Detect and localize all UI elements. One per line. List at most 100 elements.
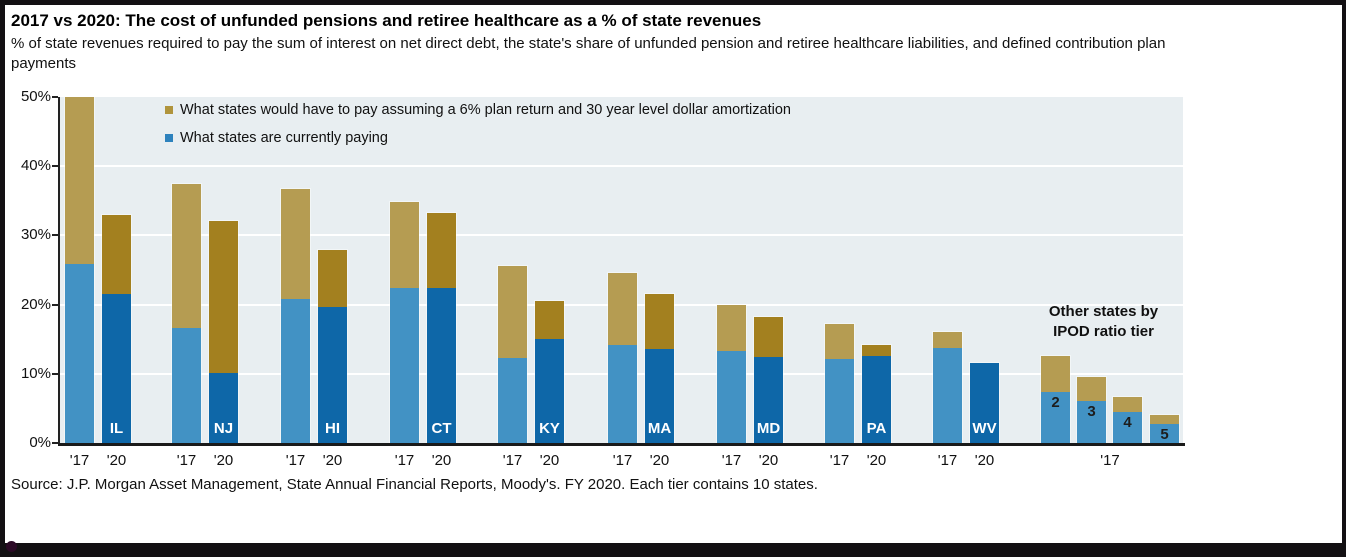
bar-MD-20-paying-segment — [754, 357, 783, 443]
bar-tier-5-paying-segment — [1150, 424, 1179, 443]
bar-IL-20-paying-segment — [102, 294, 131, 443]
bar-state-label: NJ — [213, 420, 234, 437]
bar-MA-20: MA — [645, 293, 674, 443]
x-tick-label: '20 — [322, 452, 343, 469]
bar-MD-17-paying-segment — [717, 350, 746, 443]
bar-tier-4: 4 — [1113, 397, 1142, 443]
y-tick-label: 10% — [20, 364, 51, 382]
x-tick-label: '17 — [394, 452, 415, 469]
x-tick-label: '17 — [176, 452, 197, 469]
bar-NJ-17 — [172, 183, 201, 443]
bar-HI-20: HI — [318, 249, 347, 443]
bar-state-label: HI — [325, 420, 340, 437]
bar-state-label: CT — [431, 420, 452, 437]
legend-label-assumed: What states would have to pay assuming a… — [180, 102, 791, 118]
bar-KY-20-paying-segment — [535, 338, 564, 443]
bar-tier-2-paying-segment — [1041, 391, 1070, 443]
bar-NJ-20-paying-segment — [209, 373, 238, 443]
gridline-40 — [60, 165, 1183, 168]
x-tick-label: '17 — [937, 452, 958, 469]
bar-HI-20-paying-segment — [318, 306, 347, 443]
x-tick-label: '17 — [829, 452, 850, 469]
x-axis-line — [58, 443, 1185, 446]
bar-CT-17 — [390, 202, 419, 443]
bar-MD-17 — [717, 304, 746, 443]
y-tickmark — [52, 234, 58, 237]
y-tick-label: 30% — [20, 226, 51, 244]
bar-WV-17-paying-segment — [933, 347, 962, 443]
bar-tier-label: 3 — [1087, 402, 1096, 420]
bar-KY-17-paying-segment — [498, 357, 527, 443]
bar-MA-17 — [608, 273, 637, 443]
x-tick-label: '20 — [539, 452, 560, 469]
bar-CT-20-paying-segment — [427, 288, 456, 443]
legend-swatch-gold — [165, 106, 173, 114]
bar-tier-3: 3 — [1077, 377, 1106, 443]
bar-tier-label: 4 — [1123, 413, 1132, 431]
bar-MA-20-paying-segment — [645, 348, 674, 443]
x-tick-label: '20 — [649, 452, 670, 469]
chart-subtitle: % of state revenues required to pay the … — [11, 35, 1166, 72]
bar-state-label: IL — [109, 420, 124, 437]
legend-swatch-blue — [165, 134, 173, 142]
y-tickmark — [52, 165, 58, 168]
bar-tier-2: 2 — [1041, 355, 1070, 443]
bar-tier-3-paying-segment — [1077, 400, 1106, 443]
tier-annotation: Other states by IPOD ratio tier — [1048, 303, 1159, 340]
y-tickmark — [52, 303, 58, 306]
bar-PA-20: PA — [862, 344, 891, 443]
x-tick-label: '20 — [758, 452, 779, 469]
chart-canvas: IL NJ HI CT KY MA MD PA WV 2 3 4 5 0% 10% 20% 30% 40% 50%… — [5, 5, 1342, 543]
x-tick-label: '17 — [69, 452, 90, 469]
bar-tier-label: 2 — [1051, 393, 1060, 411]
plot-area: IL NJ HI CT KY MA MD PA WV 2 3 4 5 — [60, 97, 1183, 443]
bar-HI-17 — [281, 189, 310, 443]
bar-KY-17 — [498, 265, 527, 443]
x-tick-label: '20 — [431, 452, 452, 469]
bar-KY-20: KY — [535, 301, 564, 443]
bar-IL-17-paying-segment — [65, 264, 94, 443]
bar-IL-17 — [65, 97, 94, 443]
y-tickmark — [52, 96, 58, 98]
x-tick-label: '17 — [502, 452, 523, 469]
x-tick-label: '20 — [974, 452, 995, 469]
gridline-30 — [60, 234, 1183, 237]
legend-label-paying: What states are currently paying — [180, 130, 388, 146]
bar-CT-17-paying-segment — [390, 288, 419, 443]
bar-WV-17 — [933, 331, 962, 443]
bar-state-label: KY — [539, 420, 560, 437]
bar-HI-17-paying-segment — [281, 299, 310, 443]
bar-tier-label: 5 — [1160, 426, 1169, 444]
bar-state-label: MA — [647, 420, 672, 437]
bar-NJ-20: NJ — [209, 220, 238, 443]
bar-tier-5: 5 — [1150, 415, 1179, 443]
bar-PA-17 — [825, 323, 854, 443]
source-note: Source: J.P. Morgan Asset Management, St… — [11, 476, 818, 493]
y-axis-line — [58, 97, 60, 445]
x-tick-label: '20 — [106, 452, 127, 469]
bar-CT-20: CT — [427, 213, 456, 443]
bar-PA-20-paying-segment — [862, 355, 891, 443]
y-tick-label: 20% — [20, 295, 51, 313]
legend-item-paying: What states are currently paying — [165, 130, 791, 146]
y-tickmark — [52, 372, 58, 375]
chart-title: 2017 vs 2020: The cost of unfunded pensi… — [11, 11, 762, 30]
legend: What states would have to pay assuming a… — [165, 102, 791, 146]
y-tickmark — [52, 442, 58, 444]
bar-state-label: PA — [866, 420, 887, 437]
bar-tier-4-paying-segment — [1113, 411, 1142, 443]
y-tick-label: 0% — [29, 434, 51, 451]
bar-WV-20: WV — [970, 362, 999, 443]
x-tick-label: '20 — [866, 452, 887, 469]
legend-item-assumed: What states would have to pay assuming a… — [165, 102, 791, 118]
x-tick-label: '17 — [1100, 452, 1120, 469]
bar-MA-17-paying-segment — [608, 344, 637, 443]
bar-WV-20-paying-segment — [970, 362, 999, 443]
chart-page: 2017 vs 2020: The cost of unfunded pensi… — [5, 5, 1342, 543]
x-tick-label: '17 — [721, 452, 742, 469]
x-tick-label: '17 — [612, 452, 633, 469]
taskbar-dot — [6, 541, 17, 552]
bar-state-label: WV — [972, 420, 997, 437]
y-tick-label: 50% — [20, 88, 51, 105]
